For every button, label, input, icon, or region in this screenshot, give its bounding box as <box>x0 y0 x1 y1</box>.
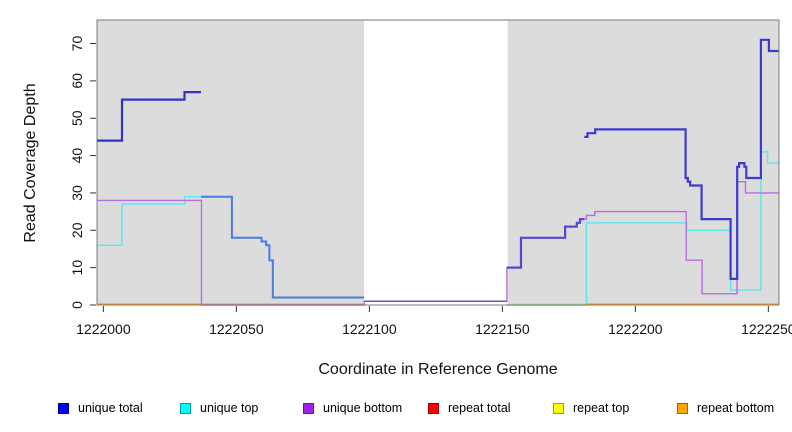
series-line-unique-total <box>584 38 779 280</box>
masked-region <box>364 20 508 305</box>
x-tick-label: 1222100 <box>342 321 397 337</box>
y-tick-label: 70 <box>69 36 85 52</box>
legend-swatch-repeat-bottom-icon <box>677 402 688 414</box>
series-line-unique-total <box>201 195 365 299</box>
y-tick-label: 10 <box>69 260 85 276</box>
legend-item-unique-total: unique total <box>58 401 143 415</box>
legend-item-unique-top: unique top <box>180 401 258 415</box>
legend-swatch-repeat-top-icon <box>553 402 564 414</box>
legend-swatch-unique-top-icon <box>180 402 191 414</box>
x-tick-label: 1222050 <box>209 321 264 337</box>
y-tick-label: 0 <box>69 301 85 309</box>
legend-item-repeat-bottom: repeat bottom <box>677 401 774 415</box>
legend-label: unique top <box>200 401 259 415</box>
legend-item-repeat-total: repeat total <box>428 401 511 415</box>
y-tick-label: 50 <box>69 110 85 126</box>
x-tick-label: 1222200 <box>608 321 663 337</box>
legend-label: repeat total <box>448 401 511 415</box>
legend-label: unique bottom <box>323 401 403 415</box>
x-tick-label: 1222150 <box>475 321 530 337</box>
legend-swatch-unique-total-icon <box>58 402 69 414</box>
x-tick-label: 1222000 <box>76 321 131 337</box>
y-tick-label: 60 <box>69 73 85 89</box>
y-tick-label: 40 <box>69 148 85 164</box>
y-tick-label: 30 <box>69 185 85 201</box>
legend-swatch-repeat-total-icon <box>428 402 439 414</box>
legend-label: repeat bottom <box>697 401 775 415</box>
x-tick-label: 1222250 <box>741 321 792 337</box>
y-axis-title: Read Coverage Depth <box>22 83 39 243</box>
legend-label: unique total <box>78 401 143 415</box>
series-line-unique-total <box>506 218 585 269</box>
x-axis-title: Coordinate in Reference Genome <box>318 361 558 378</box>
legend-item-repeat-top: repeat top <box>553 401 629 415</box>
series-line-unique-total <box>97 91 201 142</box>
y-tick-label: 20 <box>69 222 85 238</box>
plot-border <box>96 19 780 306</box>
legend-swatch-unique-bottom-icon <box>303 402 314 414</box>
legend-label: repeat top <box>573 401 630 415</box>
legend-item-unique-bottom: unique bottom <box>303 401 402 415</box>
